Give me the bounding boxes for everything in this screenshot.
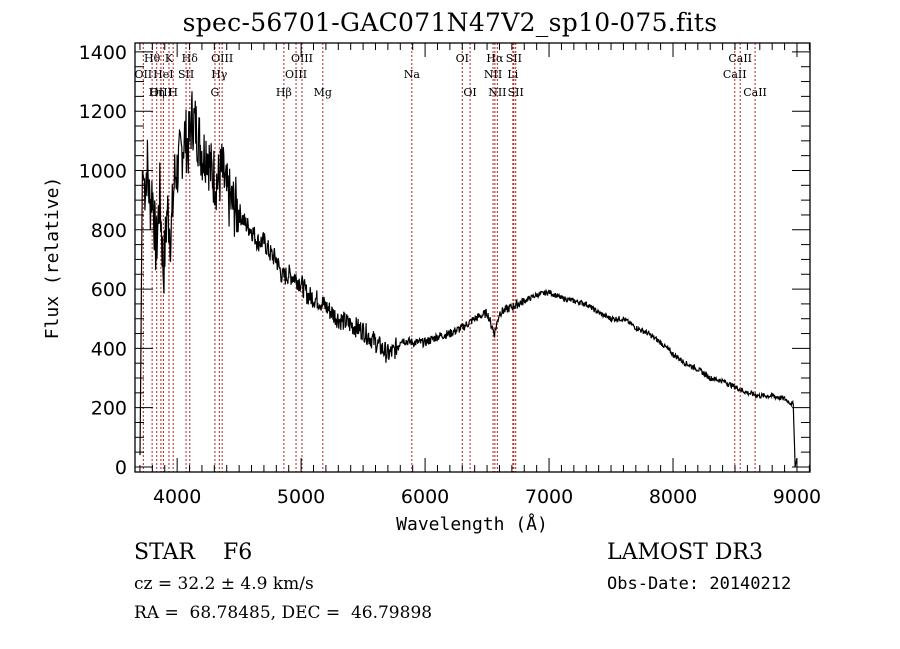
marker-label: NII xyxy=(484,68,502,81)
series-layer xyxy=(139,91,798,468)
marker-label: CaII xyxy=(728,52,752,65)
marker-label: OIII xyxy=(211,52,233,65)
y-tick-label: 800 xyxy=(91,220,127,242)
axis-ticks: 4000 5000 6000 7000 8000 9000 0 200 400 600 800 100… xyxy=(79,42,822,508)
marker-label: Hθ xyxy=(144,52,161,65)
marker-label: OI xyxy=(463,86,476,99)
marker-label: Hδ xyxy=(182,52,199,65)
coords-text: RA = 68.78485, DEC = 46.79898 xyxy=(134,603,433,623)
marker-label: HeI xyxy=(153,68,173,81)
y-tick-label: 400 xyxy=(91,338,127,360)
y-tick-label: 200 xyxy=(91,398,127,420)
x-tick-label: 7000 xyxy=(525,486,573,508)
marker-label: Na xyxy=(404,68,421,81)
y-tick-label: 1000 xyxy=(79,160,127,182)
marker-label: Hβ xyxy=(276,86,292,99)
x-tick-label: 9000 xyxy=(773,486,821,508)
object-class-text: STAR xyxy=(134,540,195,565)
redshift-text: cz = 32.2 ± 4.9 km/s xyxy=(134,574,314,594)
marker-label: NII xyxy=(488,86,506,99)
x-tick-label: 6000 xyxy=(401,486,449,508)
line-markers xyxy=(142,43,756,472)
series-line-flux xyxy=(139,91,798,468)
marker-label: Mg xyxy=(314,86,332,99)
marker-label: Hα xyxy=(486,52,504,65)
marker-label: CaII xyxy=(723,68,747,81)
y-tick-label: 0 xyxy=(115,457,127,479)
marker-label: Hη xyxy=(149,86,165,99)
obs-date-text: Obs-Date: 20140212 xyxy=(607,574,792,594)
x-tick-label: 5000 xyxy=(277,486,325,508)
marker-label: OII xyxy=(134,68,152,81)
marker-label: OIII xyxy=(285,68,307,81)
line-labels: Hθ OII OIII K HeI Hη H Hδ SII OIII Hγ G OIII OIII Hβ Mg… xyxy=(134,52,766,99)
marker-label: SII xyxy=(508,86,524,99)
y-axis-label: Flux (relative) xyxy=(42,177,63,340)
marker-label: Hγ xyxy=(211,68,228,81)
marker-label: OI xyxy=(456,52,469,65)
y-tick-label: 1400 xyxy=(79,42,127,64)
marker-label: OIII xyxy=(291,52,313,65)
marker-label: H xyxy=(168,86,178,99)
y-tick-label: 1200 xyxy=(79,101,127,123)
marker-label: Li xyxy=(507,68,518,81)
subclass-text: F6 xyxy=(222,540,253,565)
marker-label: SII xyxy=(178,68,194,81)
x-axis-label: Wavelength (Å) xyxy=(396,513,548,535)
object-class: STAR F6 xyxy=(134,540,252,565)
chart-title: spec-56701-GAC071N47V2_sp10-075.fits xyxy=(182,8,718,37)
marker-label: OIII xyxy=(150,86,172,99)
y-tick-label: 600 xyxy=(91,279,127,301)
marker-label: G xyxy=(211,86,220,99)
survey-text: LAMOST DR3 xyxy=(607,540,763,565)
marker-label: SII xyxy=(506,52,522,65)
marker-label: CaII xyxy=(743,86,767,99)
marker-label: K xyxy=(165,52,174,65)
plot-frame xyxy=(134,42,811,473)
x-tick-label: 4000 xyxy=(153,486,201,508)
x-tick-label: 8000 xyxy=(649,486,697,508)
